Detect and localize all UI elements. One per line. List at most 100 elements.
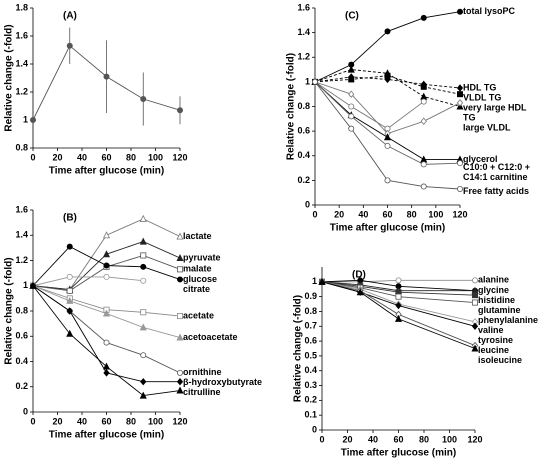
panel-label: (D) [352, 270, 366, 281]
y-axis-title: Relative change (-fold) [4, 24, 15, 131]
marker [140, 252, 147, 259]
marker [102, 250, 111, 258]
y-tick-label: 1.8 [15, 2, 28, 12]
y-tick-label: 1 [23, 280, 28, 290]
x-tick-label: 60 [382, 209, 392, 219]
marker [420, 14, 427, 21]
x-axis-title: Time after glucose (min) [330, 223, 445, 234]
marker [140, 377, 147, 386]
x-tick-label: 80 [419, 434, 429, 444]
series-label: glucose [183, 274, 217, 284]
marker [140, 352, 147, 359]
marker [176, 333, 184, 341]
marker [347, 65, 355, 73]
y-tick-label: 1.4 [15, 58, 28, 68]
marker [103, 339, 110, 346]
y-tick-label: 0.2 [15, 381, 28, 391]
series-label: very large HDL [463, 102, 527, 112]
y-tick-label: 0.5 [304, 350, 317, 360]
panel-label: (B) [63, 213, 77, 224]
x-tick-label: 100 [442, 434, 457, 444]
marker [102, 362, 111, 370]
series-line [322, 279, 475, 283]
marker [102, 309, 111, 317]
marker [140, 96, 147, 103]
series-label: leucine [478, 345, 509, 355]
marker [140, 309, 147, 316]
x-tick-label: 60 [101, 416, 111, 426]
y-tick-label: 1.2 [15, 255, 28, 265]
marker [456, 160, 463, 167]
marker [176, 232, 184, 240]
x-tick-label: 60 [101, 152, 111, 162]
series-line [321, 279, 476, 292]
marker [384, 142, 391, 149]
x-tick-label: 120 [467, 434, 482, 444]
x-axis-title: Time after glucose (min) [49, 166, 164, 177]
y-tick-label: 0.6 [304, 335, 317, 345]
series-label: TG [463, 112, 476, 122]
x-axis-title: Time after glucose (min) [49, 430, 164, 441]
y-tick-label: 1.6 [15, 30, 28, 40]
series-line [321, 281, 476, 346]
panel-label: (C) [345, 11, 359, 22]
marker [420, 98, 427, 105]
marker [176, 107, 183, 114]
marker [395, 301, 402, 310]
y-tick-label: 1.6 [15, 204, 28, 214]
y-tick-label: 0.4 [15, 356, 28, 366]
marker [176, 266, 183, 273]
marker [66, 329, 74, 337]
y-tick-label: 0.4 [304, 365, 317, 375]
series-label: citrulline [183, 387, 221, 397]
marker [471, 322, 479, 330]
marker [356, 288, 364, 296]
y-tick-label: 0.3 [304, 380, 317, 390]
series-line [321, 281, 476, 323]
marker [384, 28, 391, 35]
series-label: isoleucine [478, 355, 522, 365]
y-tick-label: 0 [305, 199, 310, 209]
y-tick-label: 0.8 [304, 306, 317, 316]
marker [140, 277, 147, 284]
marker [102, 231, 111, 239]
series-label: alanine [478, 275, 509, 285]
x-tick-label: 120 [172, 416, 187, 426]
series-label: acetoacetate [183, 332, 238, 342]
marker [348, 125, 355, 132]
marker [456, 8, 463, 15]
marker [394, 314, 403, 322]
x-tick-label: 0 [30, 152, 35, 162]
series-line [314, 81, 425, 130]
series-label: glycine [478, 285, 509, 295]
x-tick-label: 0 [312, 209, 317, 219]
series-label: valine [478, 325, 504, 335]
series-line [32, 254, 181, 292]
series-line [32, 285, 181, 374]
marker [420, 117, 427, 125]
marker [29, 281, 37, 289]
marker [420, 92, 428, 100]
marker [471, 299, 478, 306]
y-tick-label: 0.8 [297, 101, 310, 111]
series-label: HDL TG [463, 82, 496, 92]
series-label: glycerol [463, 154, 498, 164]
series-label-text: C10:0 + C12:0 + C14:1 carnitine [463, 162, 531, 183]
y-tick-label: 0 [312, 424, 317, 434]
x-tick-label: 120 [452, 209, 467, 219]
x-tick-label: 100 [148, 152, 163, 162]
y-tick-label: 1 [23, 114, 28, 124]
marker [176, 253, 184, 261]
series-label: C10:0 + C12:0 + C14:1 carnitine [463, 162, 531, 183]
marker [456, 84, 464, 92]
x-tick-label: 40 [77, 152, 87, 162]
y-axis-title: Relative change (-fold) [4, 257, 15, 364]
marker [139, 323, 147, 331]
marker [66, 307, 73, 315]
marker [66, 42, 73, 49]
y-tick-label: 0.6 [15, 331, 28, 341]
marker [103, 262, 110, 269]
marker [103, 73, 110, 80]
y-tick-label: 1.2 [15, 86, 28, 96]
